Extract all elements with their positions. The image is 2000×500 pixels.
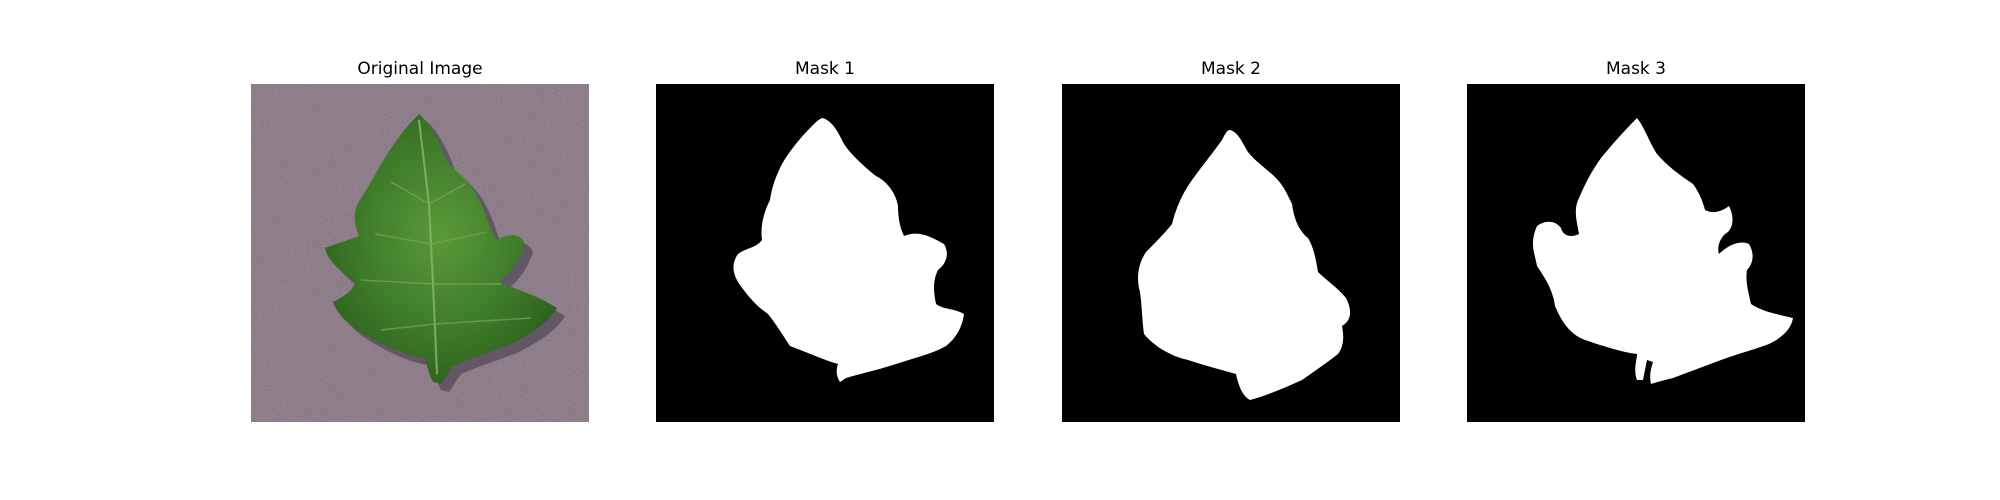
panel-title: Mask 2	[1200, 59, 1261, 79]
panel-title: Mask 3	[1605, 59, 1666, 79]
mask-1-shape	[733, 118, 964, 382]
mask-3-image	[1467, 84, 1805, 422]
mask-2-image	[1062, 84, 1400, 422]
mask-1-image	[656, 84, 994, 422]
leaf-shape	[325, 114, 565, 392]
mask-2-shape	[1138, 130, 1351, 400]
panel-title: Mask 1	[794, 59, 855, 79]
panel-title: Original Image	[357, 59, 483, 79]
original-leaf-photo	[251, 84, 589, 422]
mask-3-shape	[1532, 118, 1793, 384]
